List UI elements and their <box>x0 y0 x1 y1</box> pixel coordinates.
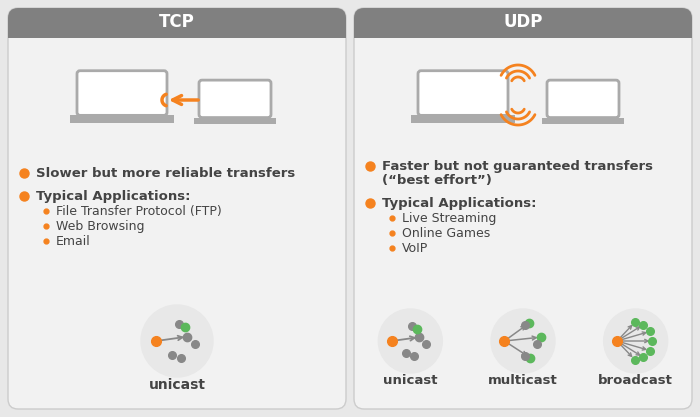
Text: (“best effort”): (“best effort”) <box>382 173 492 186</box>
FancyBboxPatch shape <box>547 80 619 118</box>
Text: Typical Applications:: Typical Applications: <box>36 189 190 203</box>
Text: Live Streaming: Live Streaming <box>402 211 496 224</box>
Text: unicast: unicast <box>148 378 206 392</box>
Text: Slower but more reliable transfers: Slower but more reliable transfers <box>36 166 295 179</box>
Text: Web Browsing: Web Browsing <box>56 219 144 233</box>
Circle shape <box>378 309 442 373</box>
Text: VoIP: VoIP <box>402 241 428 254</box>
Text: broadcast: broadcast <box>598 374 673 387</box>
Bar <box>203 84 267 113</box>
Bar <box>194 118 276 124</box>
Bar <box>354 23 692 38</box>
Bar <box>422 75 504 111</box>
FancyBboxPatch shape <box>8 8 346 38</box>
Circle shape <box>141 305 213 377</box>
Text: UDP: UDP <box>503 13 542 30</box>
Text: TCP: TCP <box>159 13 195 30</box>
Text: unicast: unicast <box>383 374 438 387</box>
FancyBboxPatch shape <box>354 8 692 38</box>
Text: Online Games: Online Games <box>402 226 490 239</box>
FancyBboxPatch shape <box>77 71 167 116</box>
Text: File Transfer Protocol (FTP): File Transfer Protocol (FTP) <box>56 204 222 218</box>
Text: Email: Email <box>56 234 91 248</box>
FancyBboxPatch shape <box>354 8 692 409</box>
Text: Faster but not guaranteed transfers: Faster but not guaranteed transfers <box>382 159 653 173</box>
Circle shape <box>603 309 668 373</box>
FancyBboxPatch shape <box>8 8 346 409</box>
Bar <box>81 75 163 111</box>
Circle shape <box>491 309 555 373</box>
Bar <box>551 84 615 113</box>
Bar <box>8 23 346 38</box>
Bar <box>70 116 174 123</box>
Bar <box>412 116 514 123</box>
FancyBboxPatch shape <box>418 71 508 116</box>
Text: multicast: multicast <box>488 374 558 387</box>
Bar <box>542 118 624 124</box>
Text: Typical Applications:: Typical Applications: <box>382 196 536 209</box>
FancyBboxPatch shape <box>199 80 271 118</box>
